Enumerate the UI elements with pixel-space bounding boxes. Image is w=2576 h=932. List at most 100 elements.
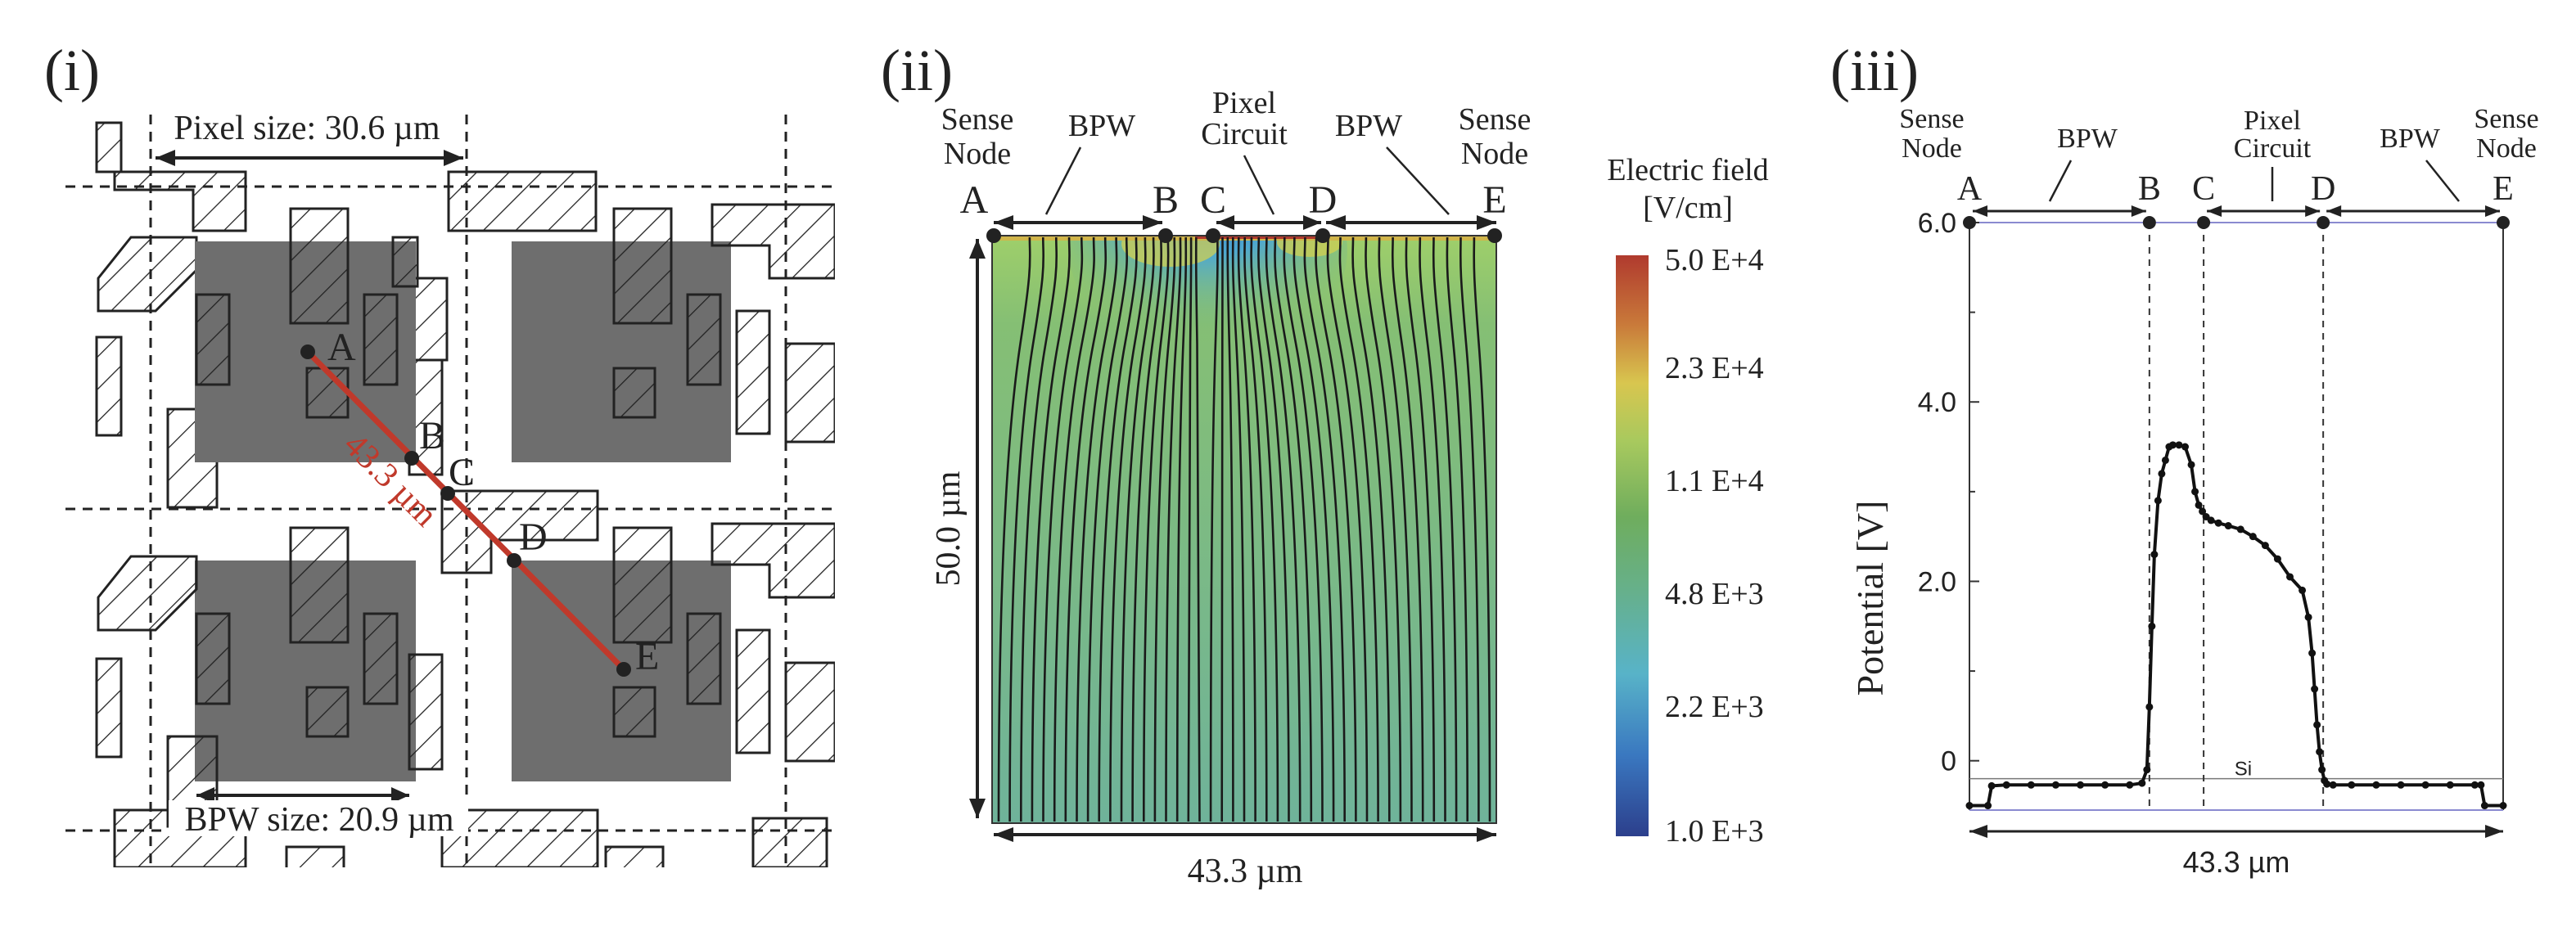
point-c-label: C bbox=[449, 451, 475, 494]
potential-point bbox=[2199, 507, 2207, 516]
field-line bbox=[1274, 236, 1313, 822]
potential-line bbox=[1969, 443, 2503, 808]
potential-point bbox=[2191, 488, 2199, 496]
iii-sense-node-left-line2: Node bbox=[1902, 133, 1962, 164]
point-a-marker bbox=[300, 344, 315, 359]
field-line bbox=[1265, 236, 1302, 822]
width-dimension-ii: 43.3 µm bbox=[994, 827, 1496, 890]
potential-point bbox=[2077, 781, 2085, 789]
colorbar-title-line2: [V/cm] bbox=[1643, 191, 1733, 225]
marker-label-c: C bbox=[2192, 170, 2215, 208]
potential-point bbox=[2311, 685, 2319, 693]
marker-label-a: A bbox=[1957, 170, 1983, 208]
ii-point-a: A bbox=[960, 178, 989, 222]
ii-point-e: E bbox=[1482, 178, 1506, 222]
potential-point bbox=[2138, 779, 2146, 787]
potential-point bbox=[2261, 542, 2269, 550]
marker-label-d: D bbox=[2311, 170, 2335, 208]
marker-point-d bbox=[2317, 216, 2330, 229]
field-line bbox=[1459, 236, 1480, 822]
field-line bbox=[1008, 236, 1045, 822]
potential-point bbox=[2150, 551, 2159, 559]
potential-point bbox=[2313, 721, 2321, 729]
potential-point bbox=[2318, 766, 2326, 774]
y-tick-label: 0 bbox=[1941, 746, 1956, 777]
panel-iii: (iii) Sense Node BPW Pixel Circuit BPW S… bbox=[1830, 38, 2539, 879]
potential-point bbox=[2499, 802, 2507, 810]
ii-point-c: C bbox=[1200, 178, 1226, 222]
field-line bbox=[1243, 236, 1268, 822]
marker-point-a bbox=[1963, 216, 1976, 229]
sense-node-left-line2: Node bbox=[944, 137, 1011, 171]
potential-point bbox=[2470, 781, 2479, 789]
potential-point bbox=[2187, 461, 2195, 469]
iii-bpw-left-label: BPW bbox=[2057, 124, 2118, 154]
field-line bbox=[1303, 236, 1346, 822]
field-line bbox=[1283, 236, 1324, 822]
field-line bbox=[1250, 236, 1279, 822]
width-label-ii: 43.3 µm bbox=[1188, 853, 1303, 890]
field-line bbox=[1391, 236, 1424, 822]
potential-point bbox=[2236, 525, 2244, 534]
field-line bbox=[1315, 236, 1357, 822]
point-b-label: B bbox=[419, 414, 445, 457]
potential-point bbox=[2051, 781, 2059, 789]
bpw-right-label: BPW bbox=[1335, 109, 1402, 143]
field-line bbox=[1042, 236, 1084, 822]
field-line bbox=[1226, 236, 1234, 822]
colorbar-tick-2: 1.1 E+4 bbox=[1665, 464, 1764, 498]
potential-point bbox=[2175, 441, 2183, 449]
field-line bbox=[1120, 236, 1155, 822]
y-tick-label: 6.0 bbox=[1918, 208, 1956, 239]
potential-point bbox=[2002, 781, 2010, 789]
marker-label-b: B bbox=[2138, 170, 2161, 208]
potential-point bbox=[2154, 497, 2162, 505]
colorbar-tick-5: 1.0 E+3 bbox=[1665, 814, 1764, 849]
bpw-left-label: BPW bbox=[1068, 109, 1135, 143]
field-line bbox=[1076, 236, 1118, 822]
marker-label-e: E bbox=[2493, 170, 2514, 208]
point-e-label: E bbox=[635, 635, 659, 678]
field-line bbox=[1098, 236, 1138, 822]
iii-sense-node-right-line1: Sense bbox=[2474, 104, 2538, 134]
potential-point bbox=[2126, 781, 2134, 789]
iii-pixel-circuit-line2: Circuit bbox=[2234, 133, 2312, 164]
potential-point bbox=[2148, 622, 2156, 630]
panel-ii-points: A B C D E bbox=[960, 178, 1507, 243]
potential-point bbox=[2299, 586, 2307, 594]
colorbar: Electric field [V/cm] 5.0 E+4 2.3 E+4 1.… bbox=[1607, 153, 1768, 849]
y-tick-label: 4.0 bbox=[1918, 387, 1956, 418]
ii-point-d: D bbox=[1309, 178, 1338, 222]
point-d-marker bbox=[507, 553, 521, 568]
point-c-marker bbox=[440, 486, 455, 501]
potential-point bbox=[2145, 703, 2154, 711]
field-map bbox=[992, 236, 1496, 823]
potential-point bbox=[2214, 519, 2222, 527]
potential-point bbox=[2195, 501, 2203, 509]
pixel-size-dimension: Pixel size: 30.6 µm bbox=[156, 108, 463, 166]
sense-node-right-line1: Sense bbox=[1459, 102, 1532, 137]
iii-pixel-circuit-line1: Pixel bbox=[2244, 106, 2301, 136]
field-line bbox=[1257, 236, 1290, 822]
field-line bbox=[1053, 236, 1095, 822]
colorbar-tick-1: 2.3 E+4 bbox=[1665, 351, 1764, 385]
marker-point-e bbox=[2497, 216, 2510, 229]
field-line bbox=[1064, 236, 1108, 822]
potential-point bbox=[2249, 533, 2257, 541]
potential-point bbox=[2158, 470, 2166, 478]
field-line bbox=[1419, 236, 1446, 822]
potential-point bbox=[2161, 456, 2169, 464]
potential-point bbox=[2224, 522, 2232, 530]
potential-point bbox=[2329, 781, 2337, 789]
potential-point bbox=[2286, 573, 2294, 581]
field-line bbox=[1194, 236, 1201, 822]
potential-point bbox=[2348, 781, 2356, 789]
field-line bbox=[1175, 236, 1188, 822]
field-line bbox=[1432, 236, 1458, 822]
width-label-iii: 43.3 µm bbox=[2183, 845, 2290, 879]
ii-point-b: B bbox=[1153, 178, 1179, 222]
field-line bbox=[1153, 236, 1176, 822]
potential-point bbox=[2101, 781, 2109, 789]
point-a-label: A bbox=[327, 326, 356, 369]
